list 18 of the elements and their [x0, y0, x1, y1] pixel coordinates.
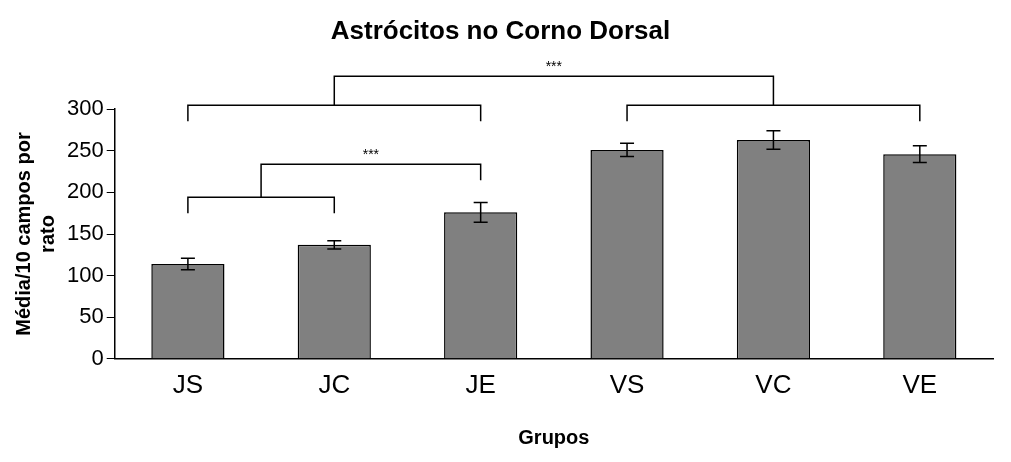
- y-tick-label: 50: [79, 303, 104, 329]
- y-tick-label: 100: [66, 261, 104, 287]
- x-tick-label: JS: [172, 368, 204, 399]
- annotation: ***: [362, 146, 380, 163]
- y-tick-label: 250: [66, 136, 104, 162]
- x-tick-label: VE: [902, 368, 938, 399]
- y-tick-label: 200: [66, 178, 104, 204]
- y-tick-label: 300: [66, 95, 104, 121]
- x-tick-label: JE: [465, 368, 496, 399]
- x-axis-title: Grupos: [518, 425, 590, 448]
- y-tick-label: 0: [91, 344, 104, 370]
- x-tick-label: JC: [318, 368, 351, 399]
- x-tick-label: VS: [609, 368, 645, 399]
- y-axis-title: Média/10 campos por rato: [11, 132, 58, 336]
- x-tick-label: VC: [755, 368, 792, 399]
- text: ***: [545, 58, 563, 75]
- chart-title: Astrócitos no Corno Dorsal: [330, 14, 671, 45]
- y-tick-label: 150: [66, 220, 104, 246]
